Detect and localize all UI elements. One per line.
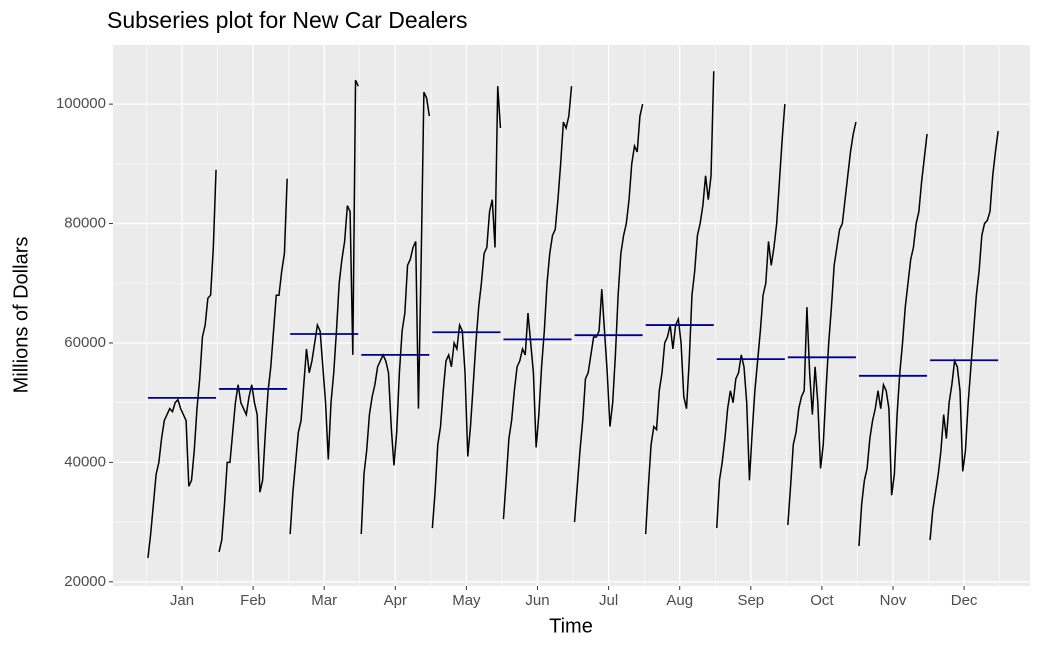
x-axis-label: Time <box>549 615 593 637</box>
subseries-line <box>147 169 217 559</box>
subseries-line <box>858 133 928 547</box>
x-tick-label: Dec <box>951 592 978 609</box>
subseries-line <box>644 71 715 535</box>
x-tick-label: Apr <box>384 592 407 609</box>
subseries-line <box>787 121 857 526</box>
y-tick-label: 20000 <box>64 573 106 590</box>
chart-title: Subseries plot for New Car Dealers <box>107 7 467 33</box>
x-tick-label: Feb <box>240 592 266 609</box>
x-tick-label: Aug <box>666 592 693 609</box>
subseries-line <box>218 178 288 553</box>
x-tick-label: Jan <box>170 592 194 609</box>
subseries-line <box>929 130 999 541</box>
x-tick-label: Mar <box>311 592 337 609</box>
x-tick-label: Nov <box>880 592 907 609</box>
y-tick-label: 80000 <box>64 215 106 232</box>
x-tick-label: Oct <box>810 592 834 609</box>
subseries-line <box>289 79 359 535</box>
x-tick-label: Jun <box>525 592 549 609</box>
y-tick-label: 60000 <box>64 334 106 351</box>
subseries-line <box>360 91 431 535</box>
panel <box>113 45 1030 586</box>
x-tick-label: Sep <box>737 592 764 609</box>
subseries-line <box>716 104 786 529</box>
subseries-line <box>573 103 644 523</box>
y-tick-label: 100000 <box>56 95 106 112</box>
subseries-line <box>431 86 502 529</box>
subseries-line <box>502 86 573 520</box>
x-tick-label: May <box>452 592 481 609</box>
y-axis-label: Millions of Dollars <box>10 237 32 394</box>
x-tick-label: Jul <box>599 592 618 609</box>
y-tick-label: 40000 <box>64 453 106 470</box>
